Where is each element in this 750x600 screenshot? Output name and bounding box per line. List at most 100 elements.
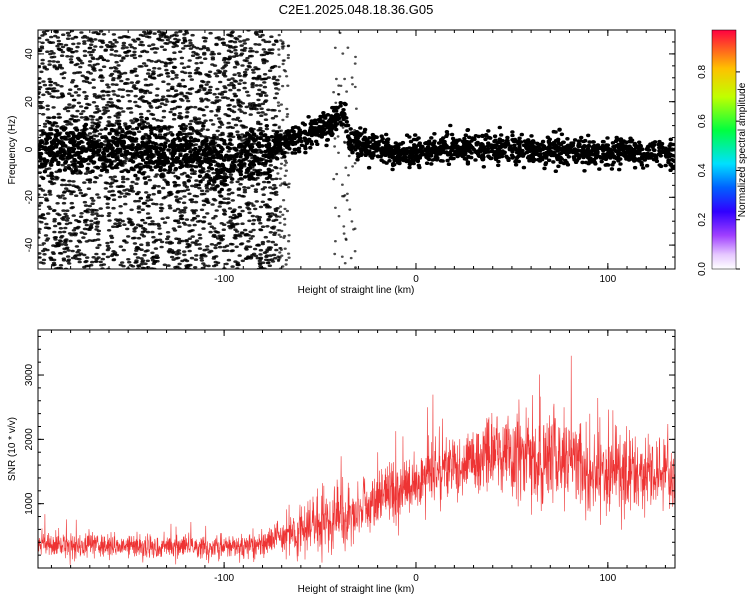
spectrogram-noise-cell [159,102,165,105]
spectrogram-noise-cell [38,91,42,94]
spectrogram-noise-cell [158,209,164,213]
spectrogram-noise-cell [134,104,139,108]
spectrogram-noise-cell [108,66,114,70]
spectrogram-noise-cell [87,60,93,63]
spectrogram-ridge-cell [38,155,43,160]
spectrogram-noise-cell [162,178,167,182]
spectrogram-noise-cell [107,115,112,119]
spectrogram-noise-cell [240,194,245,198]
spectrogram-noise-cell [182,253,187,257]
spectrogram-noise-cell [85,256,90,259]
spectrogram-noise-cell [152,32,157,35]
spectrogram-ridge-cell [444,134,449,138]
spectrogram-noise-cell [61,257,66,261]
spectrogram-noise-cell [274,87,279,90]
spectrogram-ridge-cell [290,151,295,155]
spectrogram-noise-cell [88,53,94,57]
spectrogram-noise-cell [231,46,236,49]
spectrogram-ridge-cell [251,137,256,141]
spectrogram-noise-cell [258,35,263,38]
spectrogram-ridge-cell [128,152,133,156]
spectrogram-noise-cell [268,164,273,167]
spectrogram-noise-cell [104,90,110,94]
spectrogram-ridge-cell [186,160,191,164]
spectrogram-noise-cell [147,35,152,39]
spectrogram-ridge-cell [266,148,271,152]
spectrogram-ridge-cell [90,144,96,148]
spectrogram-noise-cell [192,223,197,227]
spectrogram-noise-cell [240,209,245,213]
spectrogram-noise-cell [106,229,112,232]
spectrogram-noise-cell [193,105,198,109]
spectrogram-noise-cell [165,42,170,45]
spectrogram-noise-cell [186,65,191,68]
spectrogram-noise-cell [70,206,76,209]
spectrogram-noise-cell [156,222,161,226]
spectrogram-noise-cell [76,87,82,91]
spectrogram-noise-cell [110,253,116,256]
spectrogram-noise-cell [93,175,98,179]
spectrogram-noise-cell [355,107,358,110]
spectrogram-noise-cell [139,257,144,260]
spectrogram-noise-cell [83,76,88,79]
spectrogram-noise-cell [38,230,41,233]
spectrogram-noise-cell [240,102,246,105]
spectrogram-ridge-cell [206,156,211,161]
spectrogram-ridge-cell [411,161,416,166]
spectrogram-noise-cell [115,185,121,188]
spectrogram-noise-cell [65,123,70,126]
spectrogram-noise-cell [99,74,104,77]
spectrogram-noise-cell [138,54,143,58]
spectrogram-noise-cell [226,78,231,81]
chart-title: C2E1.2025.048.18.36.G05 [279,2,434,17]
spectrogram-ridge-cell [306,115,311,119]
spectrogram-noise-cell [273,165,278,169]
spectrogram-ridge-cell [89,135,94,140]
spectrogram-noise-cell [105,202,110,206]
spectrogram-noise-cell [99,128,104,132]
spectrogram-noise-cell [258,84,263,87]
spectrogram-noise-cell [262,85,268,89]
spectrogram-noise-cell [199,208,205,212]
spectrogram-noise-cell [61,218,66,221]
spectrogram-noise-cell [226,150,231,153]
spectrogram-noise-cell [80,194,86,198]
spectrogram-noise-cell [124,241,129,244]
spectrogram-noise-cell [256,122,261,125]
spectrogram-noise-cell [98,68,103,72]
spectrogram-noise-cell [173,219,178,222]
spectrogram-ridge-cell [49,171,54,176]
spectrogram-noise-cell [353,162,357,165]
spectrogram-ridge-cell [330,132,335,136]
spectrogram-noise-cell [190,184,195,188]
spectrogram-ridge-cell [497,125,502,130]
spectrogram-noise-cell [245,206,250,209]
spectrogram-noise-cell [125,177,130,181]
spectrogram-noise-cell [242,39,247,42]
spectrogram-noise-cell [230,249,235,252]
spectrogram-noise-cell [199,192,205,196]
spectrogram-noise-cell [230,30,235,34]
spectrogram-noise-cell [248,237,253,240]
spectrogram-ridge-cell [76,160,82,165]
spectrogram-ridge-cell [390,167,395,172]
spectrogram-noise-cell [40,41,45,45]
spectrogram-noise-cell [157,133,163,136]
spectrogram-noise-cell [87,132,93,135]
spectrogram-noise-cell [38,193,41,196]
spectrogram-ridge-cell [196,131,201,136]
spectrogram-noise-cell [334,240,337,243]
spectrogram-ridge-cell [454,139,459,143]
spectrogram-ridge-cell [70,149,76,154]
spectrogram-noise-cell [238,177,244,180]
spectrogram-ridge-cell [117,125,123,130]
spectrogram-ridge-cell [407,135,412,139]
spectrogram-ridge-cell [107,131,112,136]
spectrogram-noise-cell [204,97,209,101]
spectrogram-noise-cell [219,222,224,225]
spectrogram-noise-cell [76,42,81,45]
spectrogram-ridge-cell [72,119,78,123]
spectrogram-noise-cell [145,249,150,252]
spectrogram-ridge-cell [184,153,189,157]
spectrogram-noise-cell [98,260,103,264]
